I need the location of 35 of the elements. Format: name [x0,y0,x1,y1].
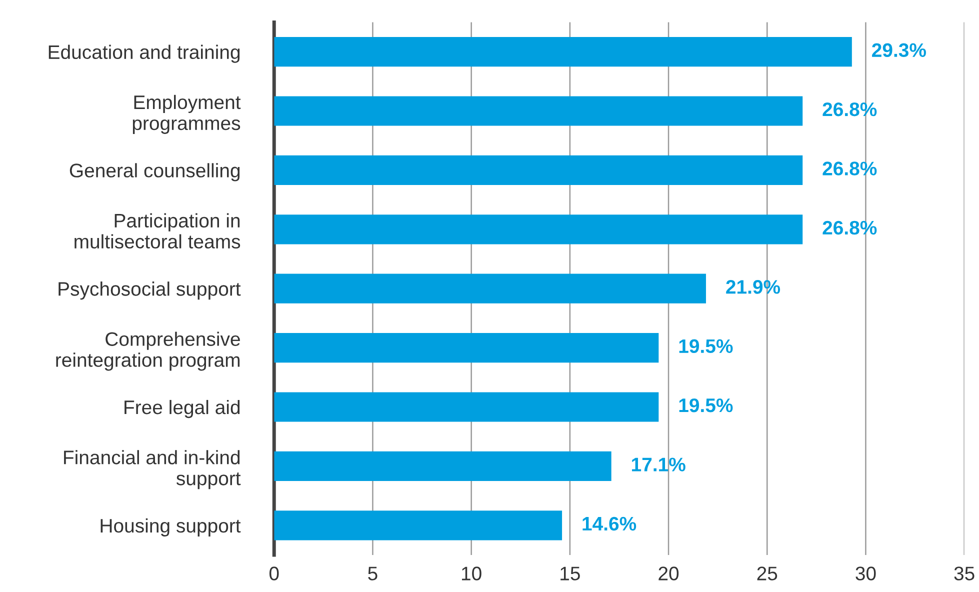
data-label: 26.8% [822,220,877,235]
data-label: 21.9% [726,280,780,294]
data-label: 26.8% [822,162,877,176]
x-tick-label: 30 [856,566,876,580]
x-tick-label: 5 [368,566,378,580]
y-tick-label: Education and training [48,44,240,63]
x-tick-label: 20 [658,566,679,580]
y-tick-label: Free legal aid [124,400,240,418]
data-label: 29.3% [872,43,926,58]
data-label: 17.1% [632,458,686,472]
y-tick-label: Comprehensive reintegration program [56,332,240,371]
data-label: 26.8% [822,102,877,116]
y-tick-label: Psychosocial support [58,282,241,300]
data-label: 19.5% [679,339,733,354]
bar [274,451,612,481]
data-label: 19.5% [679,398,733,412]
data-label: 14.6% [582,516,636,531]
bar [274,392,659,422]
x-tick-label: 15 [560,566,580,580]
bar [274,214,803,244]
bar [274,96,803,126]
x-tick-label: 35 [954,566,974,580]
x-tick-label: 25 [757,566,778,580]
y-tick-label: Financial and in-kind support [64,450,241,490]
y-tick-label: Employment programmes [132,94,241,134]
y-tick-label: General counselling [70,163,240,182]
y-tick-label: Housing support [100,518,241,536]
x-tick-label: 10 [462,566,482,580]
bar [274,333,659,363]
bar [274,37,852,67]
x-tick-label: 0 [269,566,279,580]
bar [274,274,706,304]
y-tick-label: Participation in multisectoral teams [74,213,240,249]
bar [274,510,562,540]
bar [274,155,803,185]
